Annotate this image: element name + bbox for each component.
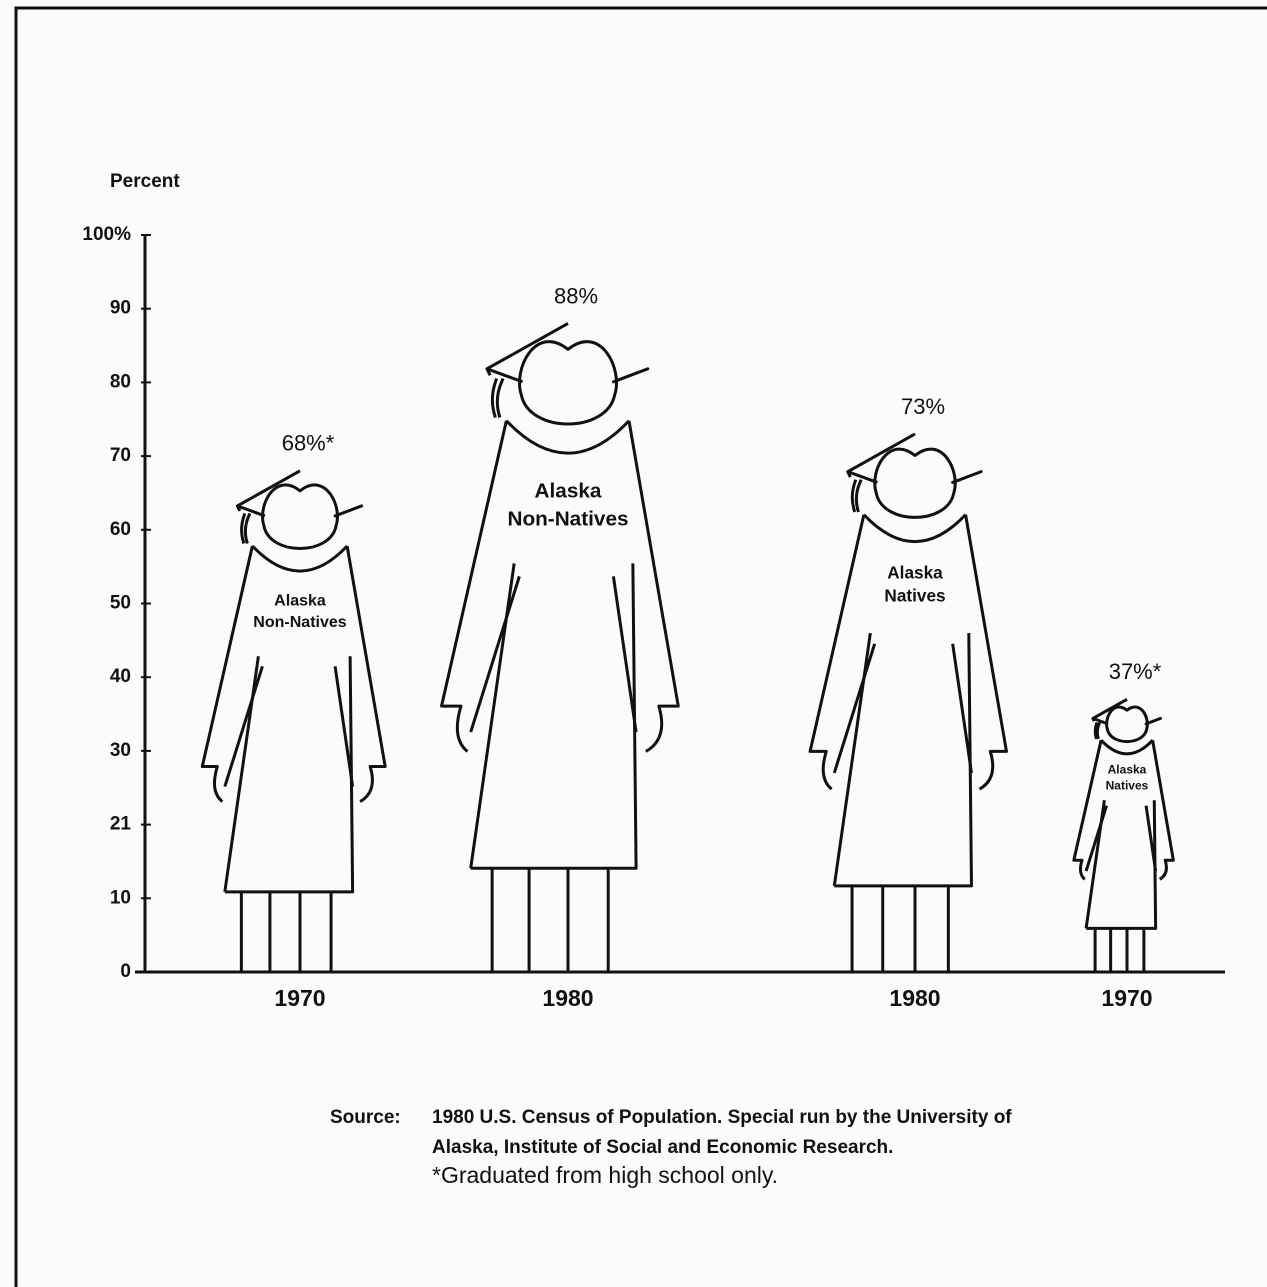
figure-label: Alaska: [1108, 762, 1147, 776]
tassel: [490, 377, 505, 418]
graduate-figure: [440, 322, 680, 972]
sleeve: [808, 514, 877, 791]
graduate-figure: [200, 469, 387, 972]
y-tick-label: 21: [110, 814, 132, 835]
graduate-figure: [808, 432, 1008, 972]
head: [261, 483, 339, 551]
figure-label: Non-Natives: [253, 613, 347, 631]
footnote: *Graduated from high school only.: [432, 1162, 778, 1188]
y-tick-label: 100%: [82, 224, 131, 245]
cap: [1091, 698, 1163, 726]
graduate-figure: [1072, 698, 1175, 972]
value-label: 37%*: [1109, 659, 1162, 684]
x-tick-label: 1970: [274, 985, 325, 1011]
x-tick-label: 1970: [1101, 985, 1152, 1011]
x-tick-label: 1980: [542, 985, 593, 1011]
head: [1105, 705, 1149, 743]
collar: [1100, 739, 1154, 756]
sleeve: [1072, 739, 1108, 881]
head: [518, 340, 618, 426]
gown: [223, 656, 355, 894]
y-tick-label: 40: [110, 666, 131, 687]
tassel: [240, 512, 252, 544]
sleeve: [951, 514, 1008, 791]
collar: [862, 513, 967, 544]
figure-label: Alaska: [887, 562, 943, 582]
source-label: Source:: [330, 1107, 401, 1128]
sleeve: [440, 420, 521, 753]
y-tick-label: 30: [110, 740, 131, 761]
y-axis-label: Percent: [110, 171, 180, 192]
figure-label: Natives: [1106, 779, 1149, 793]
y-tick-label: 70: [110, 445, 131, 466]
tassel: [850, 479, 863, 513]
source-line: 1980 U.S. Census of Population. Special …: [432, 1107, 1012, 1128]
y-tick-label: 0: [120, 961, 131, 982]
sleeve: [200, 545, 264, 803]
y-tick-label: 90: [110, 298, 131, 319]
cap: [485, 322, 650, 384]
frame: [14, 6, 1267, 1287]
head: [873, 447, 957, 519]
cap: [235, 469, 364, 518]
y-tick-label: 60: [110, 519, 131, 540]
cap: [846, 432, 983, 484]
sleeve: [611, 420, 680, 753]
value-label: 68%*: [282, 431, 335, 456]
figure-label: Alaska: [274, 591, 327, 609]
value-label: 73%: [901, 394, 945, 419]
gown: [832, 632, 973, 888]
value-label: 88%: [554, 283, 598, 308]
collar: [505, 419, 631, 455]
figure-label: Alaska: [535, 480, 602, 503]
sleeve: [1144, 739, 1175, 881]
source-line: Alaska, Institute of Social and Economic…: [432, 1137, 893, 1158]
y-tick-label: 50: [110, 593, 131, 614]
sleeve: [333, 545, 387, 803]
y-tick-label: 10: [110, 887, 131, 908]
figure-label: Non-Natives: [507, 508, 628, 531]
tassel: [1093, 721, 1102, 740]
y-tick-label: 80: [110, 371, 131, 392]
gown: [469, 563, 638, 870]
gown: [1084, 799, 1158, 930]
figure-label: Natives: [884, 586, 945, 606]
collar: [251, 544, 349, 573]
x-tick-label: 1980: [889, 985, 940, 1011]
